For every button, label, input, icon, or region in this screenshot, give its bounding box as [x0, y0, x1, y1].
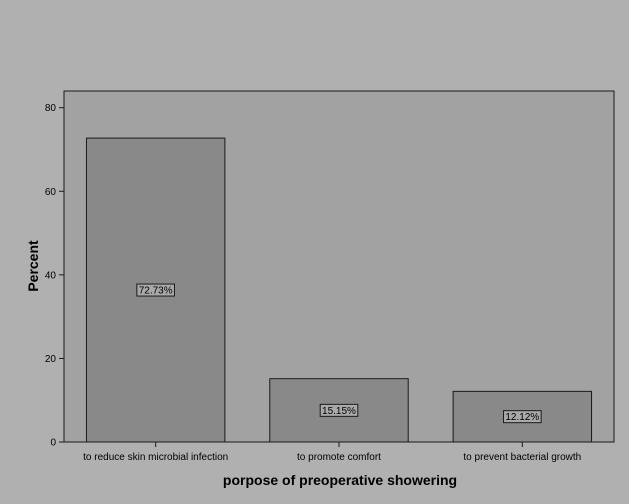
y-axis-ticks: 0 20 40 60 80: [45, 103, 64, 449]
data-label-box: [136, 283, 175, 297]
y-tick-label: 80: [45, 103, 57, 114]
x-axis-ticks: to reduce skin microbial infection to pro…: [83, 442, 581, 463]
data-label: 72.73%: [139, 286, 173, 297]
y-tick-label: 0: [50, 438, 56, 449]
x-tick-label: to prevent bacterial growth: [463, 452, 581, 463]
data-label-box: [319, 403, 359, 417]
y-tick-label: 60: [45, 187, 57, 198]
y-axis-title: Percent: [25, 240, 41, 292]
y-tick-label: 40: [45, 270, 57, 281]
x-tick-label: to reduce skin microbial infection: [83, 452, 228, 463]
data-label: 12.12%: [505, 412, 539, 423]
data-label: 15.15%: [322, 406, 356, 417]
x-axis-title: porpose of preoperative showering: [223, 472, 457, 488]
y-tick-label: 20: [45, 354, 57, 365]
bars: 72.73% 15.15% 12.12%: [85, 137, 593, 443]
data-label-box: [503, 410, 542, 424]
x-tick-label: to promote comfort: [297, 452, 381, 463]
